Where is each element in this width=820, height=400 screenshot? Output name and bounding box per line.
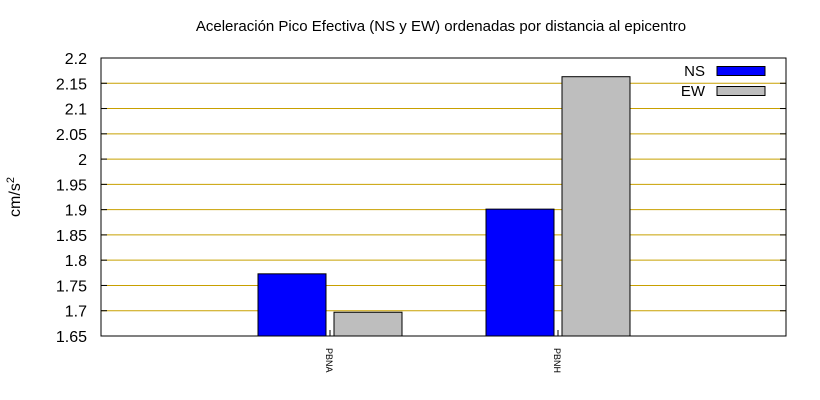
y-tick-label: 1.85 bbox=[56, 228, 87, 245]
bar-ns-pbnh bbox=[485, 208, 555, 337]
x-tick-label: PBNH bbox=[552, 348, 562, 373]
y-tick-label: 2.1 bbox=[65, 102, 87, 119]
y-axis-label: cm/s2 bbox=[5, 177, 24, 217]
bar-ew-pbna bbox=[333, 311, 403, 337]
y-tick-label: 2.2 bbox=[65, 51, 87, 68]
bar-ew-pbnh bbox=[561, 76, 631, 337]
y-tick-label: 1.8 bbox=[65, 253, 87, 270]
y-tick-label: 1.95 bbox=[56, 177, 87, 194]
legend-label-ew: EW bbox=[681, 83, 706, 100]
bars bbox=[257, 76, 631, 337]
y-tick-label: 1.65 bbox=[56, 329, 87, 346]
y-axis-ticks: 1.65 1.7 1.75 1.8 1.85 1.9 1.95 2 2.05 2.1 2.15 2.2 bbox=[56, 51, 786, 346]
legend-label-ns: NS bbox=[684, 63, 705, 80]
y-tick-label: 2.15 bbox=[56, 76, 87, 93]
y-tick-label: 2.05 bbox=[56, 127, 87, 144]
legend: NS EW bbox=[681, 63, 766, 100]
x-axis-ticks: PBNA PBNH bbox=[324, 330, 562, 373]
y-tick-label: 1.7 bbox=[65, 304, 87, 321]
legend-swatch-ns bbox=[716, 66, 766, 76]
y-tick-label: 1.9 bbox=[65, 203, 87, 220]
chart-title: Aceleración Pico Efectiva (NS y EW) orde… bbox=[196, 18, 686, 35]
x-tick-label: PBNA bbox=[324, 348, 334, 373]
grid-lines bbox=[101, 82, 786, 312]
y-tick-label: 2 bbox=[78, 152, 87, 169]
plot-frame bbox=[100, 57, 787, 337]
bar-ns-pbna bbox=[257, 273, 327, 337]
y-tick-label: 1.75 bbox=[56, 278, 87, 295]
legend-swatch-ew bbox=[716, 86, 766, 96]
